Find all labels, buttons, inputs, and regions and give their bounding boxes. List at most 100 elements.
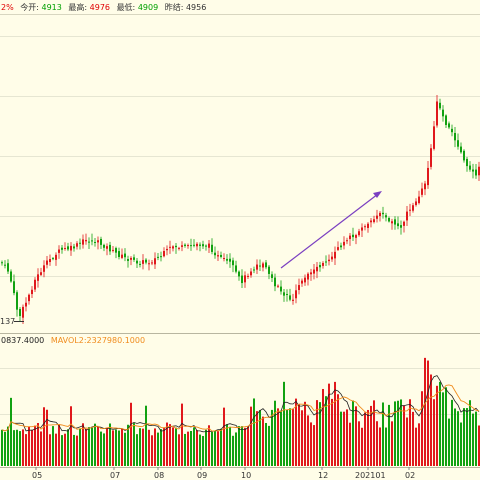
candle-body xyxy=(394,219,396,225)
volume-bar xyxy=(109,423,111,466)
volume-bar xyxy=(262,416,264,466)
candle-body xyxy=(445,115,447,125)
trend-arrow-annotation[interactable] xyxy=(280,191,382,269)
candle-body xyxy=(424,183,426,190)
candle-body xyxy=(214,252,216,256)
candle-body xyxy=(247,275,249,277)
candle-body xyxy=(103,244,105,248)
volume-bar xyxy=(400,399,402,466)
candle-body xyxy=(139,263,141,265)
candle-body xyxy=(349,235,351,240)
candle-body xyxy=(160,256,162,258)
volume-bar xyxy=(244,427,246,466)
volume-bar xyxy=(277,408,279,466)
volume-bar xyxy=(412,411,414,466)
volume-bar xyxy=(106,427,108,466)
volume-bar xyxy=(415,427,417,466)
low-value: 4909 xyxy=(138,3,158,12)
volume-bar xyxy=(1,429,3,466)
volume-bar xyxy=(43,407,45,466)
volume-bar xyxy=(199,434,201,466)
volume-bar xyxy=(403,405,405,466)
volume-bar xyxy=(433,399,435,466)
candle-body xyxy=(322,262,324,266)
volume-bar xyxy=(214,430,216,466)
x-tick-05: 05 xyxy=(32,471,42,480)
candle-body xyxy=(364,226,366,228)
volume-bar xyxy=(268,425,270,466)
volume-bar xyxy=(352,400,354,466)
volume-bar xyxy=(154,428,156,466)
candle-body xyxy=(340,245,342,248)
candle-body xyxy=(202,244,204,247)
x-tick-08: 08 xyxy=(154,471,164,480)
volume-bar xyxy=(448,418,450,466)
candle-body xyxy=(28,294,30,302)
candle-body xyxy=(130,257,132,260)
volume-bar xyxy=(367,409,369,466)
volume-bar xyxy=(61,435,63,466)
candle-body xyxy=(466,158,468,167)
candle-body xyxy=(187,245,189,247)
volume-bar xyxy=(172,427,174,466)
volume-bar xyxy=(283,381,285,466)
volume-bar xyxy=(88,427,90,466)
candle-body xyxy=(199,244,201,246)
volume-bar xyxy=(385,427,387,466)
volume-bar xyxy=(19,431,21,466)
volume-bar xyxy=(187,431,189,466)
volume-bar xyxy=(478,425,480,466)
volume-bar xyxy=(328,383,330,466)
volume-bar xyxy=(55,433,57,466)
volume-bar xyxy=(379,427,381,466)
volume-bar xyxy=(343,411,345,466)
candle-body xyxy=(313,269,315,274)
volume-bar xyxy=(97,426,99,466)
candle-body xyxy=(301,280,303,284)
volume-bar xyxy=(4,432,6,466)
candle-body xyxy=(37,274,39,281)
candle-body xyxy=(262,263,264,268)
volume-bar xyxy=(364,412,366,466)
candle-body xyxy=(100,238,102,245)
volume-bar xyxy=(265,422,267,466)
volume-bar xyxy=(418,423,420,466)
volume-bar xyxy=(289,408,291,466)
candle-body xyxy=(205,245,207,247)
volume-bar xyxy=(235,432,237,466)
candle-body xyxy=(406,211,408,221)
candle-body xyxy=(91,240,93,242)
volume-bar xyxy=(94,423,96,466)
candle-body xyxy=(172,246,174,249)
volume-bar xyxy=(304,401,306,466)
volume-bar xyxy=(136,434,138,466)
volume-bar xyxy=(454,408,456,466)
candle-body xyxy=(427,167,429,186)
volume-bar xyxy=(307,415,309,466)
volume-bar xyxy=(145,405,147,466)
candle-body xyxy=(460,146,462,153)
candle-body xyxy=(403,221,405,226)
candle-body xyxy=(418,196,420,204)
candle-body xyxy=(397,223,399,227)
candle-body xyxy=(49,259,51,263)
candle-body xyxy=(235,265,237,272)
volume-bar xyxy=(373,400,375,466)
candle-body xyxy=(430,148,432,167)
candle-body xyxy=(142,260,144,264)
candle-body xyxy=(256,264,258,270)
candle-body xyxy=(211,244,213,252)
volume-bar xyxy=(157,432,159,466)
volume-bar xyxy=(220,428,222,466)
candle-body xyxy=(79,242,81,244)
volume-bar xyxy=(460,422,462,466)
volume-bar xyxy=(202,435,204,466)
candle-body xyxy=(478,166,480,176)
candle-body xyxy=(358,231,360,236)
volume-bar xyxy=(85,429,87,466)
volume-bar xyxy=(382,402,384,466)
candle-body xyxy=(190,245,192,247)
candle-body xyxy=(442,109,444,117)
candlestick-series xyxy=(1,95,480,324)
